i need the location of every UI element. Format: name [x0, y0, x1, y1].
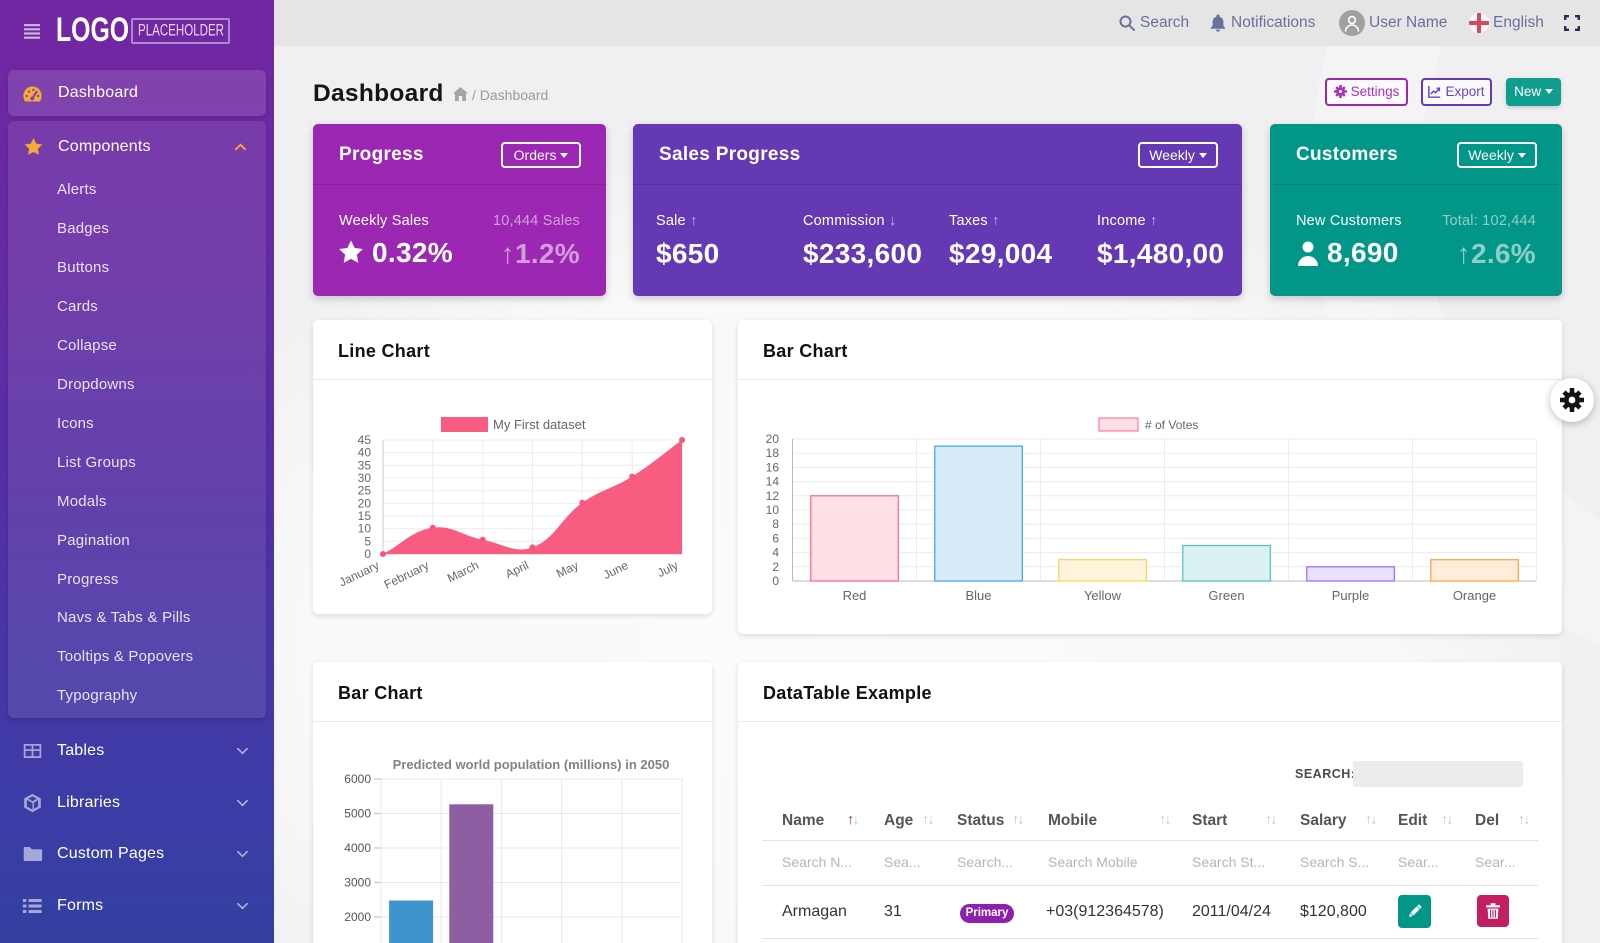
svg-text:February: February	[382, 558, 431, 592]
svg-text:July: July	[655, 558, 680, 580]
svg-text:0: 0	[364, 547, 371, 561]
svg-text:Yellow: Yellow	[1084, 588, 1122, 603]
svg-text:January: January	[337, 558, 382, 589]
svg-text:6000: 6000	[344, 772, 371, 786]
svg-text:Blue: Blue	[965, 588, 991, 603]
svg-text:Orange: Orange	[1453, 588, 1496, 603]
svg-text:Red: Red	[843, 588, 867, 603]
svg-text:3000: 3000	[344, 876, 371, 890]
svg-text:4000: 4000	[344, 841, 371, 855]
svg-text:2: 2	[772, 560, 779, 574]
svg-text:30: 30	[358, 471, 372, 485]
svg-text:16: 16	[766, 460, 780, 474]
svg-text:5000: 5000	[344, 807, 371, 821]
svg-text:2000: 2000	[344, 910, 371, 924]
svg-text:12: 12	[766, 489, 780, 503]
svg-text:45: 45	[358, 433, 372, 447]
svg-text:5: 5	[364, 534, 371, 548]
svg-text:40: 40	[358, 446, 372, 460]
svg-text:0: 0	[772, 574, 779, 588]
svg-text:June: June	[601, 558, 631, 582]
svg-text:6: 6	[772, 531, 779, 545]
svg-text:14: 14	[766, 475, 780, 489]
svg-text:March: March	[445, 558, 481, 585]
svg-text:10: 10	[358, 522, 372, 536]
svg-text:35: 35	[358, 458, 372, 472]
svg-text:18: 18	[766, 446, 780, 460]
svg-text:8: 8	[772, 517, 779, 531]
svg-text:Purple: Purple	[1332, 588, 1370, 603]
svg-text:# of Votes: # of Votes	[1145, 418, 1198, 432]
svg-text:Predicted world population (mi: Predicted world population (millions) in…	[393, 757, 670, 772]
svg-text:April: April	[503, 558, 531, 581]
svg-text:25: 25	[358, 484, 372, 498]
svg-text:Green: Green	[1208, 588, 1244, 603]
svg-text:20: 20	[358, 496, 372, 510]
svg-text:15: 15	[358, 509, 372, 523]
svg-text:4: 4	[772, 546, 779, 560]
svg-text:My First dataset: My First dataset	[493, 417, 586, 432]
svg-text:20: 20	[766, 432, 780, 446]
svg-text:May: May	[554, 558, 581, 581]
svg-text:10: 10	[766, 503, 780, 517]
